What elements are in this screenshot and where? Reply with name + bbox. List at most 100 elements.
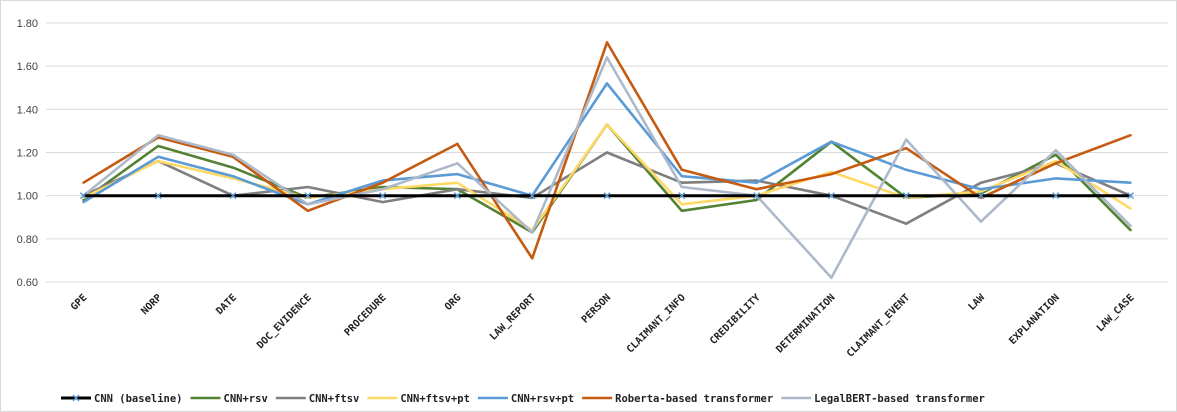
data-point [605,151,609,154]
data-point [905,222,908,225]
legend-item: CNN+rsv [190,393,268,405]
data-point [979,181,983,184]
data-point [979,220,983,223]
data-point [1054,177,1058,180]
y-tick-label: 0.60 [17,277,38,289]
data-point [306,209,309,212]
legend-label: CNN+ftsv+pt [400,393,470,405]
data-point [157,155,160,159]
legend-label: Roberta-based transformer [615,393,773,405]
data-point [605,41,609,44]
data-point [905,138,908,141]
data-point [605,123,609,126]
legend-item: CNN+ftsv+pt [367,393,470,405]
data-point [82,181,85,184]
data-point [456,172,459,176]
data-point [79,192,87,200]
series-cnn-baseline- [79,192,1135,200]
data-point [381,181,384,184]
data-point [827,192,835,200]
data-point [755,181,758,184]
legend-item: Roberta-based transformer [582,393,773,405]
data-point [1054,149,1058,152]
data-point [1054,162,1058,165]
data-point [1129,181,1132,184]
data-point [453,192,461,200]
data-point [1129,134,1132,137]
legend-item: LegalBERT-based transformer [781,393,985,405]
data-point [456,162,459,165]
data-point [379,192,387,200]
data-point [753,192,761,200]
legend: CNN (baseline) CNN+rsv CNN+ftsv CNN+ftsv+pt… [61,393,985,405]
y-tick-label: 1.60 [17,61,38,73]
data-point [528,192,536,200]
data-point [1129,207,1132,210]
legend-marker [72,394,80,402]
data-point [979,190,983,193]
data-point [381,200,384,204]
y-tick-label: 1.80 [17,18,38,30]
data-point [905,168,908,171]
data-point [678,192,686,200]
data-point [456,181,459,184]
data-point [1054,153,1058,156]
data-point [605,82,609,85]
data-point [231,166,235,169]
data-point [381,187,384,191]
data-point [157,144,160,148]
data-point [306,185,309,189]
legend-label: CNN+rsv [224,393,268,405]
data-point [680,203,683,206]
data-point [304,192,312,200]
data-point [680,185,683,189]
legend-item: CNN+ftsv [275,393,360,405]
data-point [680,209,683,212]
legend-label: CNN (baseline) [94,393,183,405]
data-point [979,187,983,191]
data-point [82,200,85,204]
data-point [680,175,683,178]
data-point [154,192,162,200]
data-point [1052,192,1060,200]
data-point [456,187,459,191]
data-point [680,168,683,171]
data-point [531,231,534,234]
y-tick-label: 1.20 [17,148,38,160]
data-point [755,198,758,202]
data-point [680,181,683,184]
data-point [605,56,609,59]
data-point [1129,229,1132,232]
data-point [830,276,833,279]
legend-label: CNN+ftsv [309,393,360,405]
data-point [603,192,611,200]
data-point [157,159,160,163]
legend-item: CNN (baseline) [61,393,183,405]
data-point [229,192,237,200]
legend-item: CNN+rsv+pt [477,393,574,405]
legend-label: LegalBERT-based transformer [814,393,985,405]
data-point [231,175,235,178]
data-point [755,187,758,191]
series-roberta-based-transformer [82,41,1132,260]
series-lines [79,41,1135,280]
data-point [306,203,309,206]
data-point [905,146,908,150]
data-point [157,134,160,137]
y-tick-label: 0.80 [17,234,38,246]
data-point [531,257,534,260]
data-point [456,142,459,146]
legend-label: CNN+rsv+pt [511,393,574,405]
data-point [1129,224,1132,228]
data-point [902,192,910,200]
data-point [830,172,833,176]
y-tick-label: 1.00 [17,191,38,203]
data-point [1127,192,1135,200]
y-tick-label: 1.40 [17,104,38,116]
data-point [977,192,985,200]
y-axis-ticks: 0.60 0.80 1.00 1.20 1.40 1.60 1.80 [17,18,38,289]
data-point [231,153,235,156]
